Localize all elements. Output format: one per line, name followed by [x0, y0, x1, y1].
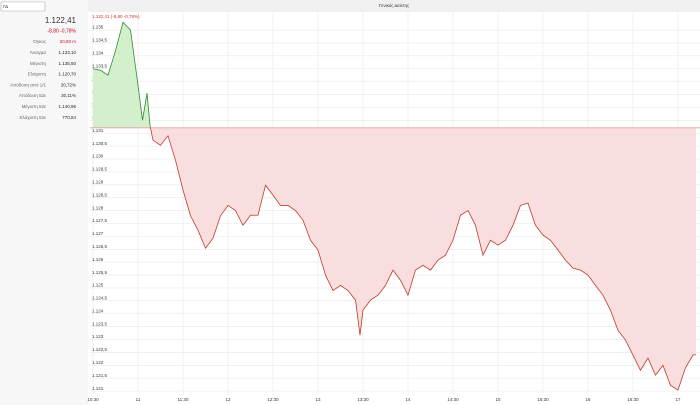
y-tick-label: 1.130: [92, 154, 104, 159]
stat-value: 30,11%: [61, 93, 76, 98]
x-tick-label: 15: [495, 397, 501, 402]
y-tick-label: 1.127,5: [92, 218, 108, 223]
plot: 10:30 11 11:30 12 12:30 13 13:30 14 14:30 15 15:30…: [87, 12, 700, 402]
y-tick-label: 1.126: [92, 257, 104, 262]
stat-label: Μέγιστη 52ε: [22, 103, 46, 109]
stat-value: 1.140,96: [58, 104, 76, 109]
side-panel: [0, 0, 88, 405]
y-tick-label: 1.134: [92, 51, 104, 56]
chart-header: [88, 0, 700, 12]
y-tick-label: 1.127: [92, 231, 104, 236]
x-tick-label: 15:30: [537, 397, 549, 402]
stat-label: Απόδοση από 1/1: [10, 81, 46, 87]
y-tick-label: 1.134,5: [92, 38, 108, 43]
x-tick-label: 14: [405, 397, 411, 402]
y-tick-label: 1.133,5: [92, 63, 108, 68]
x-tick-label: 13: [315, 397, 321, 402]
y-tick-label: 1.121,5: [92, 373, 108, 378]
y-tick-label: 1.124: [92, 308, 104, 313]
stat-value: 20,72%: [61, 82, 76, 87]
price: 1.122,41: [45, 16, 77, 25]
search-text: ΓΔ: [3, 4, 8, 9]
stat-label: Ελάχιστη 52ε: [20, 114, 46, 120]
x-tick-label: 14:30: [447, 397, 459, 402]
y-tick-label: 1.128,5: [92, 192, 108, 197]
x-tick-label: 16: [585, 397, 591, 402]
stat-label: Όγκος: [32, 39, 46, 44]
stat-value: 1.120,70: [58, 72, 76, 77]
stat-value: 1.135,50: [58, 61, 76, 66]
y-tick-label: 1.122: [92, 360, 104, 365]
stat-label: Ελάχιστη: [28, 71, 47, 77]
x-tick-label: 13:30: [357, 397, 369, 402]
x-tick-label: 11: [136, 397, 141, 402]
x-tick-label: 12: [225, 397, 231, 402]
stats: Όγκος 20,83 m Άνοιγμα 1.133,10 Μέγιστη 1.135,…: [10, 39, 76, 120]
y-tick-label: 1.122,5: [92, 347, 108, 352]
change: -8,80 -0,78%: [47, 28, 76, 34]
stat-label: Απόδοση 52ε: [19, 92, 46, 98]
x-tick-label: 11:30: [178, 397, 189, 402]
y-tick-label: 1.135: [92, 25, 104, 30]
x-tick-label: 16:30: [627, 397, 639, 402]
area: [92, 22, 696, 391]
legend-text: 1.122,41 (-8,80 -0,78%): [92, 14, 140, 19]
chart-title: Γενικός Δείκτης: [379, 2, 410, 8]
y-tick-label: 1.123,5: [92, 321, 108, 326]
y-tick-label: 1.123: [92, 334, 104, 339]
stat-value: 1.133,10: [58, 50, 76, 55]
price-line: [92, 21, 696, 391]
search-box[interactable]: [0, 1, 46, 12]
y-tick-label: 1.130,5: [92, 141, 108, 146]
stat-label: Μέγιστη: [30, 60, 47, 66]
x-tick-label: 17: [675, 397, 681, 402]
y-tick-label: 1.125: [92, 283, 104, 288]
y-tick-label: 1.129,5: [92, 167, 108, 172]
y-tick-label: 1.125,5: [92, 270, 108, 275]
y-tick-label: 1.126,5: [92, 244, 108, 249]
y-tick-label: 1.121: [92, 386, 104, 391]
stat-value: 20,83 m: [60, 39, 77, 44]
y-tick-label: 1.131: [92, 128, 104, 133]
stat-value: 770,84: [62, 115, 76, 120]
x-tick-label: 12:30: [267, 397, 279, 402]
x-tick-label: 10:30: [87, 397, 99, 402]
y-tick-label: 1.128: [92, 205, 104, 210]
y-tick-label: 1.129: [92, 179, 104, 184]
stat-label: Άνοιγμα: [30, 50, 47, 55]
y-tick-label: 1.124,5: [92, 296, 108, 301]
